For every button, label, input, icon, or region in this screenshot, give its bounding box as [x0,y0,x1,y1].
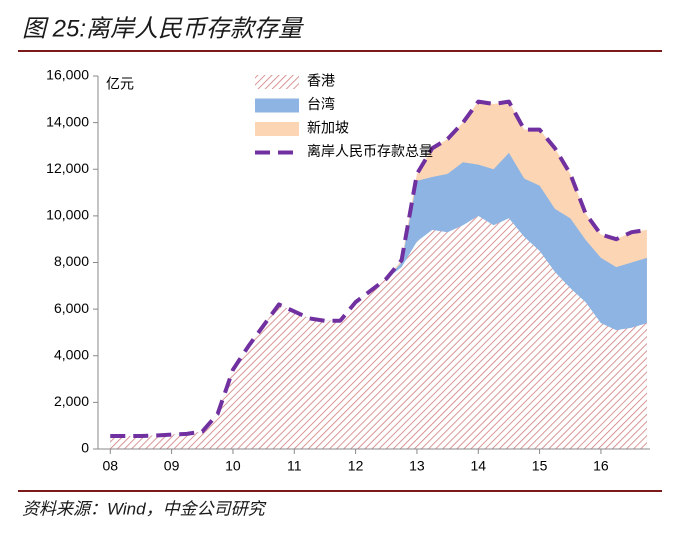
area [110,215,647,449]
x-tick-label: 08 [102,458,118,474]
x-tick-label: 13 [409,458,425,474]
legend-label: 新加坡 [307,120,349,136]
source: 资料来源：Wind，中金公司研究 [22,499,267,518]
legend-label: 香港 [307,73,335,89]
x-tick-label: 09 [164,458,180,474]
x-tick-label: 10 [225,458,241,474]
x-tick-label: 11 [287,458,302,474]
x-tick-label: 14 [470,458,486,474]
legend-label: 离岸人民币存款总量 [307,143,433,159]
plot: 0 2,000 4,000 6,000 8,000 10,000 12,000 14,000 1… [46,67,650,474]
y-tick-label: 6,000 [54,300,89,316]
legend-label: 台湾 [307,96,335,112]
total-line [110,99,648,438]
y-tick-label: 2,000 [54,393,89,409]
x-tick-label: 12 [348,458,364,474]
y-tick-label: 16,000 [46,67,89,83]
chart-title: 图 25:离岸人民币存款存量 [22,15,304,42]
legend-swatch [255,75,299,89]
y-tick-label: 8,000 [54,253,89,269]
legend-swatch [255,122,299,136]
y-tick-label: 4,000 [54,346,89,362]
y-unit: 亿元 [106,76,134,92]
x-tick-label: 15 [532,458,548,474]
y-tick-label: 10,000 [46,207,89,223]
legend-swatch [255,98,299,113]
y-tick-label: 12,000 [46,160,89,176]
y-tick-label: 14,000 [46,113,89,129]
y-tick-label: 0 [81,440,89,456]
x-tick-label: 16 [593,458,609,474]
